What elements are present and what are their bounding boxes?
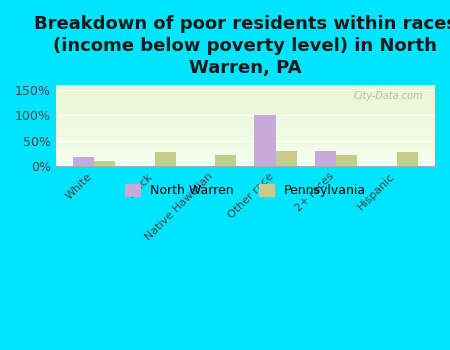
Bar (56, 100, 435, 101)
Bar (56, 146, 435, 147)
Bar (56, 97, 435, 98)
Bar (56, 120, 435, 121)
Bar (155, 152, 176, 166)
Bar (56, 135, 435, 136)
Bar (56, 136, 435, 137)
Bar (56, 91, 435, 92)
Legend: North Warren, Pennsylvania: North Warren, Pennsylvania (120, 178, 371, 202)
Bar (56, 85, 435, 86)
Bar (56, 154, 435, 155)
Bar (56, 143, 435, 144)
Bar (56, 90, 435, 91)
Bar (56, 114, 435, 115)
Bar (56, 149, 435, 150)
Bar (56, 141, 435, 142)
Bar (56, 118, 435, 119)
Bar (56, 117, 435, 118)
Bar (56, 123, 435, 124)
Bar (56, 139, 435, 140)
Bar (56, 113, 435, 114)
Bar (254, 115, 275, 166)
Bar (56, 161, 435, 162)
Bar (56, 134, 435, 135)
Bar (56, 155, 435, 156)
Bar (56, 156, 435, 157)
Bar (56, 145, 435, 146)
Bar (56, 89, 435, 90)
Bar (56, 163, 435, 164)
Bar (56, 144, 435, 145)
Bar (56, 111, 435, 112)
Bar (56, 138, 435, 139)
Bar (56, 110, 435, 111)
Bar (56, 95, 435, 96)
Bar (56, 159, 435, 160)
Bar (56, 137, 435, 138)
Bar (56, 93, 435, 94)
Bar (56, 122, 435, 123)
Bar (56, 162, 435, 163)
Bar (56, 153, 435, 154)
Bar (73, 158, 94, 166)
Bar (56, 116, 435, 117)
Bar (56, 115, 435, 116)
Bar (56, 148, 435, 149)
Bar (56, 147, 435, 148)
Bar (56, 101, 435, 102)
Bar (56, 94, 435, 95)
Title: Breakdown of poor residents within races
(income below poverty level) in North
W: Breakdown of poor residents within races… (34, 15, 450, 77)
Bar (56, 112, 435, 113)
Bar (56, 102, 435, 103)
Bar (56, 126, 435, 127)
Bar (56, 104, 435, 105)
Bar (56, 142, 435, 143)
Bar (56, 88, 435, 89)
Bar (56, 150, 435, 152)
Bar (56, 152, 435, 153)
Bar (56, 157, 435, 158)
Bar (56, 164, 435, 165)
Bar (315, 151, 336, 166)
Bar (215, 155, 236, 166)
Bar (56, 103, 435, 104)
Bar (56, 108, 435, 109)
Bar (56, 130, 435, 131)
Bar (56, 132, 435, 133)
Bar (56, 99, 435, 100)
Bar (56, 140, 435, 141)
Bar (56, 124, 435, 125)
Bar (56, 127, 435, 128)
Bar (56, 87, 435, 88)
Bar (56, 158, 435, 159)
Bar (56, 86, 435, 87)
Bar (56, 98, 435, 99)
Bar (56, 96, 435, 97)
Bar (56, 165, 435, 166)
Text: City-Data.com: City-Data.com (354, 91, 423, 101)
Bar (56, 106, 435, 107)
Bar (56, 84, 435, 85)
Bar (56, 119, 435, 120)
Bar (56, 160, 435, 161)
Bar (94, 161, 115, 166)
Bar (56, 121, 435, 122)
Bar (275, 151, 297, 166)
Bar (56, 92, 435, 93)
Bar (56, 128, 435, 130)
Bar (56, 107, 435, 108)
Bar (56, 131, 435, 132)
Bar (336, 155, 357, 166)
Bar (56, 133, 435, 134)
Bar (56, 109, 435, 110)
Bar (56, 125, 435, 126)
Bar (56, 105, 435, 106)
Bar (396, 152, 418, 166)
